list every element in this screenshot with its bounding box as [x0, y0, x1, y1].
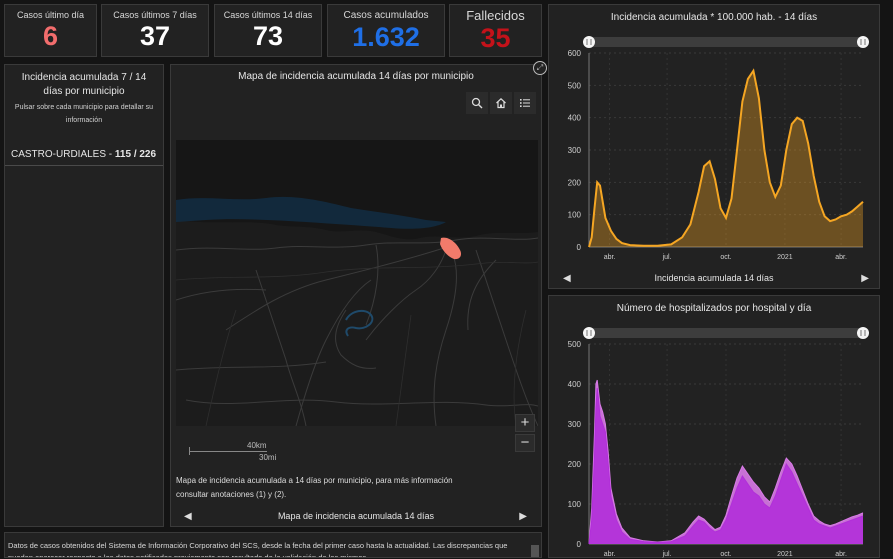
chart-footer-nav: ◀ Incidencia acumulada 14 días ▶: [549, 271, 879, 287]
castro-urdiales-highlight[interactable]: [440, 237, 462, 260]
range-slider-handle-start[interactable]: [583, 327, 595, 339]
list-item[interactable]: CASTRO-URDIALES - 115 / 226: [11, 149, 157, 160]
kpi-casos-7-dias: Casos últimos 7 días 37: [101, 4, 209, 57]
kpi-label: Fallecidos: [466, 8, 525, 23]
series-line: [588, 387, 864, 545]
kpi-value: 35: [480, 23, 511, 53]
map-footer-nav: ◀ Mapa de incidencia acumulada 14 días ▶: [171, 509, 541, 527]
x-tick-label: abr.: [835, 551, 847, 558]
y-tick-label: 300: [568, 420, 582, 429]
y-tick-label: 0: [577, 540, 582, 549]
map-title: Mapa de incidencia acumulada 14 días por…: [238, 71, 474, 82]
y-tick-label: 400: [568, 380, 582, 389]
kpi-casos-14-dias: Casos últimos 14 días 73: [214, 4, 322, 57]
kpi-label: Casos acumulados: [343, 10, 429, 21]
scrollbar[interactable]: [531, 545, 539, 557]
x-tick-label: 2021: [777, 254, 793, 261]
next-arrow-icon[interactable]: ▶: [861, 273, 869, 284]
range-slider-track[interactable]: [585, 37, 867, 47]
footer-text: Datos de casos obtenidos del Sistema de …: [8, 541, 508, 558]
kpi-casos-acumulados: Casos acumulados 1.632: [327, 4, 445, 57]
kpi-value: 6: [42, 21, 59, 51]
x-tick-label: abr.: [604, 254, 616, 261]
hospital-chart-panel: Número de hospitalizados por hospital y …: [548, 295, 880, 558]
y-tick-label: 100: [568, 500, 582, 509]
range-slider-handle-start[interactable]: [583, 36, 595, 48]
kpi-value: 73: [252, 21, 284, 51]
incidence-chart-panel: Incidencia acumulada * 100.000 hab. - 14…: [548, 4, 880, 289]
x-tick-label: oct.: [720, 254, 731, 261]
home-icon[interactable]: [490, 92, 512, 114]
kpi-label: Casos último día: [16, 10, 85, 20]
kpi-label: Casos últimos 14 días: [223, 10, 313, 20]
y-tick-label: 100: [568, 211, 582, 220]
x-tick-label: jul.: [662, 551, 672, 558]
zoom-in-button[interactable]: +: [515, 414, 535, 432]
municipality-value: 115 / 226: [114, 149, 157, 160]
map-canvas[interactable]: [176, 140, 538, 426]
y-tick-label: 300: [568, 146, 582, 155]
range-slider-track[interactable]: [585, 328, 867, 338]
prev-arrow-icon[interactable]: ◀: [563, 273, 571, 284]
range-slider-handle-end[interactable]: [857, 327, 869, 339]
next-arrow-icon[interactable]: ▶: [519, 511, 527, 522]
map-panel: Mapa de incidencia acumulada 14 días por…: [170, 61, 547, 527]
hospital-chart[interactable]: 0 100 200 300 400 500 abr. jul. oct. 2021 abr.: [549, 324, 879, 559]
scale-mi: 30mi: [259, 453, 277, 462]
y-tick-label: 0: [577, 243, 582, 252]
data-source-note: Datos de casos obtenidos del Sistema de …: [4, 532, 542, 558]
y-tick-label: 200: [568, 178, 582, 187]
y-tick-label: 500: [568, 340, 582, 349]
y-tick-label: 400: [568, 114, 582, 123]
panel-subtitle: Pulsar sobre cada municipio para detalla…: [14, 104, 154, 124]
y-tick-label: 500: [568, 81, 582, 90]
kpi-fallecidos: Fallecidos 35: [449, 4, 542, 57]
municipality-panel: Incidencia acumulada 7 / 14 días por mun…: [4, 64, 164, 527]
x-tick-label: 2021: [777, 551, 793, 558]
scale-km: 40km: [247, 441, 267, 450]
chart-title: Número de hospitalizados por hospital y …: [616, 303, 812, 314]
expand-icon[interactable]: ⤢: [533, 61, 547, 75]
layer-list-icon[interactable]: [514, 92, 536, 114]
chart-title: Incidencia acumulada * 100.000 hab. - 14…: [610, 12, 818, 23]
map-caption: Mapa de incidencia acumulada a 14 días p…: [176, 476, 453, 499]
range-slider-handle-end[interactable]: [857, 36, 869, 48]
prev-arrow-icon[interactable]: ◀: [184, 511, 192, 522]
x-tick-label: abr.: [604, 551, 616, 558]
zoom-out-button[interactable]: −: [515, 434, 535, 452]
kpi-label: Casos últimos 7 días: [113, 10, 197, 20]
y-tick-label: 600: [568, 49, 582, 58]
search-icon[interactable]: [466, 92, 488, 114]
divider: [5, 165, 163, 166]
kpi-value: 1.632: [352, 22, 420, 52]
panel-title: Incidencia acumulada 7 / 14 días por mun…: [21, 72, 147, 97]
x-tick-label: abr.: [835, 254, 847, 261]
scale-bar: 40km 30mi: [189, 441, 276, 462]
municipality-name: CASTRO-URDIALES: [11, 149, 107, 160]
kpi-casos-ultimo-dia: Casos último día 6: [4, 4, 97, 57]
series-line: [588, 68, 864, 248]
map-footer-label: Mapa de incidencia acumulada 14 días: [277, 511, 435, 521]
series-area: [589, 388, 863, 544]
series-area: [589, 70, 863, 247]
series-line: [588, 379, 864, 545]
incidence-chart[interactable]: 0 100 200 300 400 500 600 abr. jul. oct. 2021 abr.: [549, 35, 879, 285]
chart-footer-label: Incidencia acumulada 14 días: [654, 273, 774, 283]
y-tick-label: 200: [568, 460, 582, 469]
x-tick-label: jul.: [662, 254, 672, 261]
x-tick-label: oct.: [720, 551, 731, 558]
kpi-value: 37: [139, 21, 171, 51]
